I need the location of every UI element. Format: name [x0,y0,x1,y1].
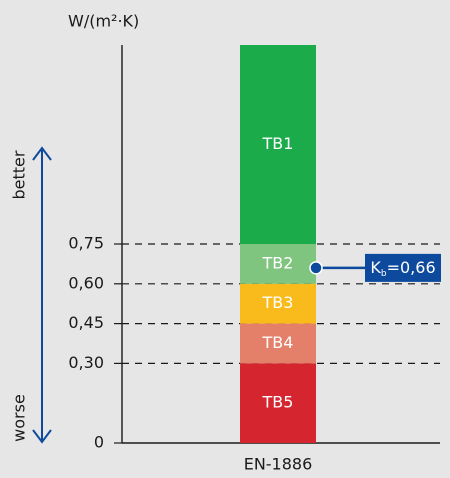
arrow-head [32,146,52,161]
bar-segment [240,45,316,244]
marker [309,261,323,275]
bar-segment [240,283,316,324]
y-tick-label: 0,60 [68,273,104,292]
bar-segment [240,244,316,284]
segment-label: TB2 [262,253,294,272]
y-axis-label: W/(m²·K) [68,12,139,31]
y-tick-label: 0,75 [68,234,104,253]
segment-label: TB1 [262,134,294,153]
y-tick-label: 0,30 [68,353,104,372]
marker-label: Kb=0,66 [370,257,435,278]
y-tick-label: 0 [94,433,104,452]
worse-label: worse [10,394,29,442]
arrow-head [32,429,52,444]
bar-segment [240,363,316,443]
y-tick-label: 0,45 [68,313,104,332]
segment-label: TB5 [262,393,294,412]
bar-segment [240,323,316,364]
segment-label: TB3 [262,293,294,312]
marker-label-part: K [370,257,381,276]
marker-box [365,253,441,282]
better-label: better [10,150,29,199]
segment-label: TB4 [262,333,294,352]
marker-label-part: =0,66 [387,257,436,276]
marker-label-part: b [381,268,387,278]
x-tick-label: EN-1886 [244,455,313,474]
